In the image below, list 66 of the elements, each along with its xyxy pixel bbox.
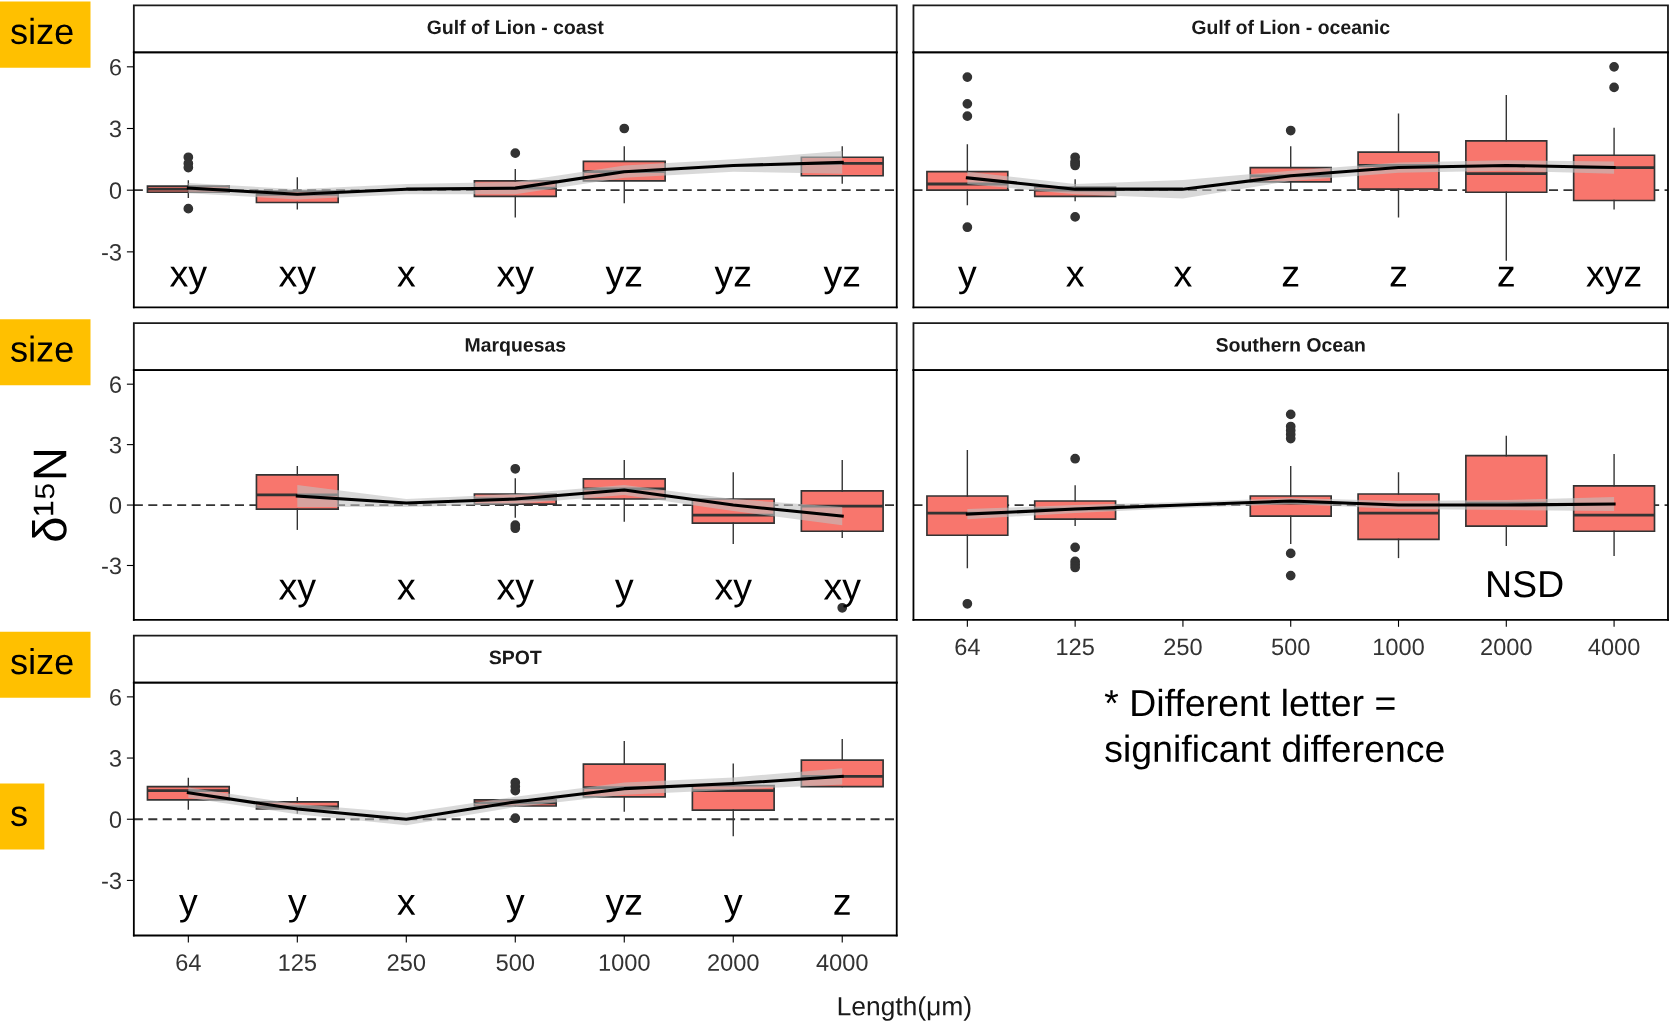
y-tick-label: 6 xyxy=(110,688,121,706)
annotation: y xyxy=(179,895,198,923)
annotation: yz xyxy=(823,266,860,295)
y-tick-label: 3 xyxy=(109,436,121,454)
annotation: yz xyxy=(605,895,642,923)
x-tick-label: 250 xyxy=(387,954,426,971)
annotation: y xyxy=(723,895,743,923)
annotation: z xyxy=(1498,266,1514,287)
x-tick-label: 500 xyxy=(1271,638,1310,656)
annotation: yz xyxy=(605,266,642,295)
text: size xyxy=(11,647,73,675)
text: size xyxy=(11,335,73,362)
chart-title: Gulf of Lion - oceanic xyxy=(1192,19,1390,35)
x-tick-label: 2000 xyxy=(1481,638,1532,656)
x-tick-label: 4000 xyxy=(1588,638,1640,656)
x-tick-label: 1000 xyxy=(1374,638,1424,656)
annotation: xy xyxy=(170,266,208,295)
x-tick-label: 125 xyxy=(279,954,317,971)
x-axis-title: Length(μm) xyxy=(838,996,971,1021)
y-tick-label: 6 xyxy=(110,58,121,76)
x-tick-label: 250 xyxy=(1164,638,1202,656)
annotation: xy xyxy=(496,266,534,295)
y-tick-label: 6 xyxy=(110,376,121,393)
chart-title: Marquesas xyxy=(465,338,566,356)
y-tick-label: 3 xyxy=(109,750,121,767)
annotation: xy xyxy=(496,579,534,608)
annotation: x xyxy=(1066,266,1085,287)
x-tick-label: 64 xyxy=(955,638,980,656)
annotation: x xyxy=(397,266,416,287)
annotation: x xyxy=(397,895,416,915)
annotation: NSD xyxy=(1488,570,1563,598)
x-tick-label: 2000 xyxy=(708,954,759,971)
y-tick-label: 0 xyxy=(109,811,122,829)
x-tick-label: 500 xyxy=(496,954,535,971)
y-tick-label: -3 xyxy=(102,243,121,261)
annotation: x xyxy=(397,579,416,600)
x-tick-label: 64 xyxy=(176,954,201,971)
annotation: y xyxy=(958,266,977,295)
y-tick-label: -3 xyxy=(102,872,121,890)
annotation: xy xyxy=(823,579,861,608)
annotation: y xyxy=(614,579,634,608)
annotation: xyz xyxy=(1586,266,1641,295)
y-tick-label: 3 xyxy=(109,120,121,138)
chart-title: Gulf of Lion - coast xyxy=(427,19,604,35)
x-tick-label: 4000 xyxy=(816,954,868,971)
annotation: x xyxy=(1173,266,1192,287)
annotation: y xyxy=(288,895,307,923)
annotation: xy xyxy=(278,266,316,295)
chart-title: SPOT xyxy=(489,650,542,665)
text: s xyxy=(11,806,27,827)
annotation: yz xyxy=(714,266,751,295)
annotation: xy xyxy=(714,579,752,608)
y-tick-label: 0 xyxy=(109,497,122,514)
text: size xyxy=(11,17,73,45)
annotation: xy xyxy=(278,579,316,608)
annotation: y xyxy=(506,895,525,923)
x-tick-label: 125 xyxy=(1057,638,1094,656)
annotation: z xyxy=(834,895,850,915)
annotation: z xyxy=(1282,266,1299,287)
annotation: z xyxy=(1390,266,1407,287)
chart-title: Southern Ocean xyxy=(1216,337,1365,352)
y-tick-label: -3 xyxy=(102,557,121,575)
y-axis-title: δ¹⁵N xyxy=(32,450,67,541)
text: * Different letter = significant difference xyxy=(1104,688,1444,770)
y-tick-label: 0 xyxy=(109,182,122,199)
x-tick-label: 1000 xyxy=(599,954,650,971)
